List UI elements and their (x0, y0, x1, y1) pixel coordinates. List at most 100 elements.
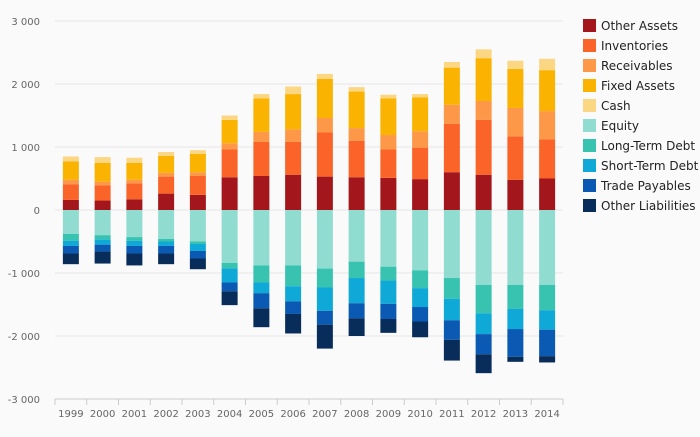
bar-segment (221, 210, 238, 263)
bar-segment (62, 161, 79, 180)
bar-segment (158, 176, 175, 194)
bar-segment (380, 94, 397, 99)
bar-segment (158, 245, 175, 254)
bar-segment (507, 356, 524, 362)
legend-swatch (583, 39, 596, 52)
bar-segment (412, 131, 429, 148)
bar-segment (189, 172, 206, 176)
bar-segment (380, 303, 397, 319)
bar-segment (475, 313, 492, 335)
x-tick-label: 2012 (471, 409, 496, 420)
bar-segment (348, 91, 365, 129)
bar-segment (158, 172, 175, 177)
bar-segment (94, 251, 111, 264)
bar-segment (507, 210, 524, 285)
bar-segment (189, 175, 206, 195)
bar-segment (316, 324, 333, 349)
legend-swatch (583, 19, 596, 32)
bar-segment (348, 303, 365, 319)
bar-segment (316, 210, 333, 269)
bar-segment (62, 199, 79, 210)
bar-segment (94, 200, 111, 210)
bar-segment (285, 210, 302, 266)
bar-segment (412, 210, 429, 271)
bar-segment (221, 177, 238, 210)
x-tick-label: 2007 (312, 409, 337, 420)
bar-segment (126, 210, 143, 238)
bar-segment (285, 141, 302, 175)
bar-segment (412, 307, 429, 322)
bar-segment (62, 240, 79, 246)
bar-segment (285, 174, 302, 210)
bar-segment (126, 199, 143, 210)
bar-segment (285, 86, 302, 95)
bar-segment (62, 245, 79, 254)
bar-segment (507, 68, 524, 108)
bars-layer (62, 49, 556, 374)
bar-segment (348, 177, 365, 210)
bar-segment (126, 240, 143, 246)
bar-segment (253, 98, 270, 132)
bar-segment (221, 268, 238, 283)
bar-segment (253, 210, 270, 266)
legend-label: Other Liabilities (601, 199, 696, 213)
bar-segment (221, 282, 238, 292)
bar-segment (126, 253, 143, 266)
y-tick-label: -3 000 (8, 395, 40, 406)
bar-segment (443, 320, 460, 340)
bar-segment (412, 147, 429, 180)
bar-segment (221, 143, 238, 150)
bar-segment (380, 177, 397, 210)
bar-segment (539, 329, 556, 357)
bar-segment (348, 128, 365, 141)
bar-segment (507, 329, 524, 357)
legend-label: Trade Payables (600, 179, 691, 193)
bar-segment (221, 291, 238, 306)
bar-segment (475, 101, 492, 120)
x-tick-label: 2008 (344, 409, 369, 420)
bar-segment (348, 140, 365, 178)
x-tick-label: 2009 (376, 409, 401, 420)
bar-segment (94, 239, 111, 245)
bar-segment (62, 233, 79, 241)
bar-segment (507, 136, 524, 180)
bar-segment (94, 162, 111, 182)
bar-segment (539, 178, 556, 210)
bar-segment (285, 301, 302, 314)
bar-segment (253, 282, 270, 294)
bar-segment (126, 245, 143, 254)
bar-segment (507, 308, 524, 330)
bar-segment (443, 278, 460, 299)
axis-layer: 3 000 2 000 1 000 0 -1 000 -2 000 -3 000 1999 20… (8, 17, 564, 420)
bar-segment (285, 265, 302, 287)
bar-segment (94, 181, 111, 186)
bar-segment (316, 268, 333, 288)
bar-segment (539, 58, 556, 71)
bar-segment (94, 185, 111, 201)
bar-segment (189, 210, 206, 242)
bar-segment (475, 354, 492, 374)
bar-segment (380, 266, 397, 281)
y-tick-label: 3 000 (11, 17, 40, 28)
bar-segment (158, 210, 175, 239)
legend-swatch (583, 59, 596, 72)
bar-segment (443, 104, 460, 124)
x-tick-label: 1999 (58, 409, 83, 420)
y-tick-label: 0 (34, 206, 40, 217)
bar-segment (62, 179, 79, 185)
x-tick-label: 2000 (90, 409, 115, 420)
bar-segment (443, 339, 460, 361)
x-tick-label: 2010 (407, 409, 432, 420)
bar-segment (253, 141, 270, 176)
bar-segment (62, 253, 79, 265)
bar-segment (285, 286, 302, 302)
bar-segment (380, 149, 397, 178)
bar-segment (94, 157, 111, 163)
bar-segment (443, 123, 460, 173)
legend-swatch (583, 179, 596, 192)
x-tick-label: 2003 (185, 409, 210, 420)
legend-label: Equity (601, 119, 639, 133)
bar-segment (507, 284, 524, 309)
bar-segment (475, 58, 492, 102)
bar-segment (189, 258, 206, 270)
